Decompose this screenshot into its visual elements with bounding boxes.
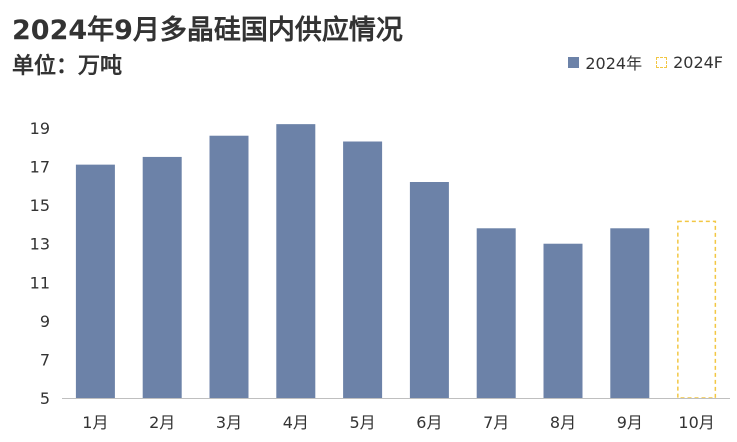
y-tick-label: 5 — [40, 389, 50, 408]
y-tick-label: 17 — [30, 158, 50, 177]
x-tick-label: 4月 — [283, 413, 309, 432]
legend-label-actual: 2024年 — [585, 54, 643, 73]
bar-actual — [543, 243, 583, 398]
y-tick-label: 15 — [30, 196, 50, 215]
x-tick-label: 7月 — [483, 413, 509, 432]
y-tick-label: 7 — [40, 350, 50, 369]
legend-swatch-dashed — [656, 56, 668, 68]
y-tick-label: 9 — [40, 312, 50, 331]
y-tick-label: 19 — [30, 119, 50, 138]
bar-actual — [276, 124, 316, 399]
x-tick-label: 3月 — [216, 413, 242, 432]
x-tick-label: 8月 — [550, 413, 576, 432]
bar-forecast — [677, 220, 717, 399]
chart-title: 2024年9月多晶硅国内供应情况 — [12, 15, 403, 46]
bar-actual — [476, 228, 516, 398]
x-tick-label: 10月 — [678, 413, 714, 432]
bar-actual — [209, 135, 249, 398]
legend: 2024年 2024F — [568, 50, 723, 74]
x-tick-label: 1月 — [82, 413, 108, 432]
y-tick-label: 13 — [30, 235, 50, 254]
bar-actual — [409, 182, 449, 398]
x-tick-label: 9月 — [617, 413, 643, 432]
legend-item-forecast: 2024F — [656, 53, 723, 72]
bar-actual — [142, 156, 182, 398]
x-tick-label: 5月 — [350, 413, 376, 432]
unit-label: 单位：万吨 — [12, 54, 123, 79]
bar-actual — [75, 164, 115, 398]
y-tick-label: 11 — [30, 273, 50, 292]
legend-label-forecast: 2024F — [673, 52, 723, 72]
x-axis-ticks: 1月 2月 3月 4月 5月 6月 7月 8月 9月 10月 — [82, 413, 714, 432]
y-axis-ticks: 5 7 9 11 13 15 17 19 — [30, 119, 50, 408]
bar-actual — [343, 141, 383, 398]
x-tick-label: 6月 — [416, 413, 442, 432]
bar-actual — [610, 228, 650, 398]
x-tick-label: 2月 — [149, 413, 175, 432]
legend-item-actual: 2024年 — [568, 50, 642, 74]
legend-swatch-solid — [568, 56, 580, 68]
bars — [75, 124, 717, 399]
